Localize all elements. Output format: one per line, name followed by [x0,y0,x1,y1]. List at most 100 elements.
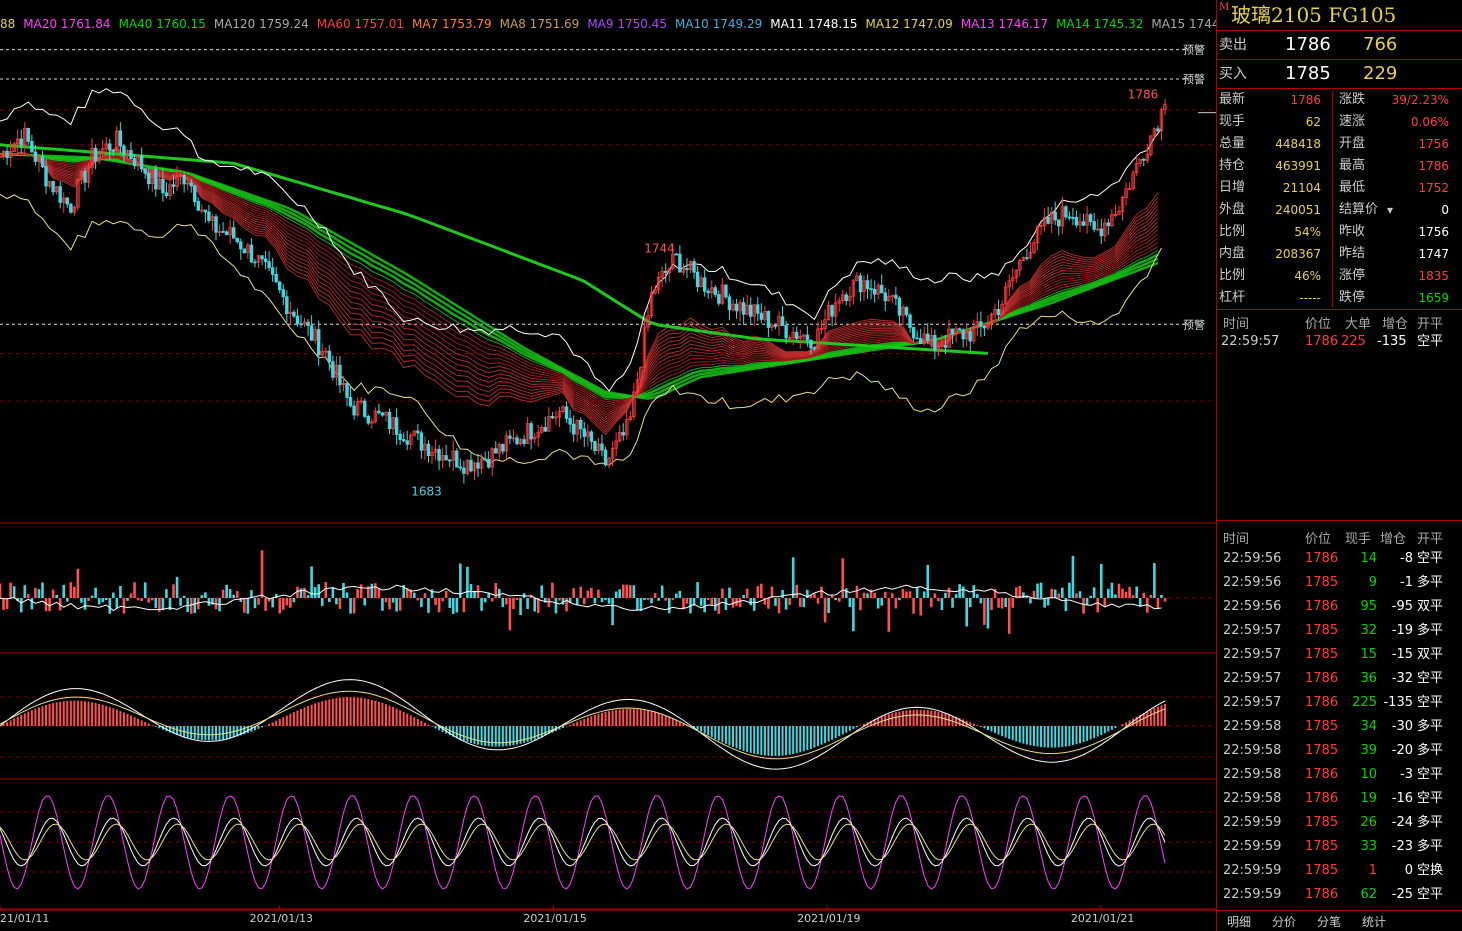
candle-body [607,457,611,466]
tick-row[interactable]: 22:59:58 1786 10 -3 空平 [1217,763,1462,787]
volume-bar [455,598,459,613]
tick-row[interactable]: 22:59:56 1786 14 -8 空平 [1217,547,1462,571]
macd-bar [824,726,827,744]
stats-row: 外盘 240051 结算价 ▾ 0 [1217,199,1462,221]
tick-row[interactable]: 22:59:57 1786 36 -32 空平 [1217,667,1462,691]
candle-body [950,328,955,335]
volume-bar [565,598,568,612]
volume-bar [129,593,133,598]
volume-bar [905,591,908,598]
cell-oc: 多平 [1417,815,1444,830]
candle-body [727,296,732,311]
volume-bar [480,598,483,611]
volume-bar [540,585,544,598]
macd-bar [1001,726,1004,737]
macd-bar [661,714,664,726]
chart-area[interactable]: 预警 预警 预警 1786 1744 1683 21/01/11 2021/01/13 2021… [0,0,1239,925]
big-trade-row[interactable]: 22:59:57 1786 225 -135 空平 [1217,330,1462,354]
candle-body [617,432,622,442]
ma-legend-item: 88 [0,17,16,31]
macd-bar [583,718,586,726]
candle-body [334,364,339,378]
dropdown-arrow-icon[interactable]: ▾ [1387,203,1394,217]
volume-bar [1163,598,1167,602]
volume-bar [901,589,905,598]
candle-body [589,431,594,442]
macd-bar [1156,706,1159,726]
candle-body [462,467,466,474]
volume-bar [682,598,685,610]
volume-bar [713,598,717,611]
tab-0[interactable]: 明细 [1227,915,1252,929]
macd-bar [151,725,154,726]
volume-bar [108,598,112,614]
tick-list[interactable]: 时间 价位 现手 增仓 开平 22:59:56 1786 14 -8 空平 22:59:56 1785… [1217,525,1462,910]
column-header: 时间 [1223,317,1250,332]
macd-bar [59,701,62,726]
tick-row[interactable]: 22:59:59 1786 62 -25 空平 [1217,883,1462,907]
candle-body [19,138,23,146]
candle-body [1025,257,1029,260]
macd-bar [1093,726,1096,739]
volume-bar [862,592,866,598]
macd-bar [806,726,809,751]
volume-bar [986,598,990,629]
stat-label: 最高 [1339,158,1366,173]
candle-body [62,197,66,203]
macd-bar [933,711,936,726]
tick-row[interactable]: 22:59:59 1785 1 0 空换 [1217,859,1462,883]
macd-bar [1107,726,1110,732]
macd-bar [218,726,221,740]
tick-row[interactable]: 22:59:59 1785 33 -23 多平 [1217,835,1462,859]
macd-bar [83,701,86,726]
stat-label: 最低 [1339,180,1366,195]
instrument-title[interactable]: M 玻璃2105 FG105 [1217,0,1462,31]
macd-bar [445,726,448,734]
volume-bar [1085,598,1089,605]
macd-bar [572,723,575,726]
macd-bar [76,700,79,726]
macd-bar [1121,724,1124,726]
candle-body [826,305,831,321]
volume-bar [83,598,87,610]
tick-row[interactable]: 22:59:56 1786 95 -95 双平 [1217,595,1462,619]
tick-row[interactable]: 22:59:56 1785 9 -1 多平 [1217,571,1462,595]
cell-time: 22:59:57 [1221,334,1280,349]
candle-body [575,419,579,435]
tick-row[interactable]: 22:59:59 1785 26 -24 多平 [1217,811,1462,835]
candle-body [731,303,735,311]
tick-row[interactable]: 22:59:58 1785 34 -30 多平 [1217,715,1462,739]
stat-value: ----- [1299,291,1321,305]
tab-1[interactable]: 分价 [1272,915,1297,929]
cell-chg: -24 [1391,815,1413,830]
volume-bar [413,592,416,598]
macd-bar [533,726,536,740]
price-annotation: 1786 [1128,88,1159,102]
stat-label: 跌停 [1339,290,1366,305]
volume-bar [303,587,306,598]
tick-row[interactable]: 22:59:57 1785 32 -19 多平 [1217,619,1462,643]
ask-row[interactable]: 卖出 1786 766 [1217,31,1462,60]
tick-row[interactable]: 22:59:57 1785 15 -15 双平 [1217,643,1462,667]
tab-2[interactable]: 分笔 [1317,915,1342,929]
macd-bar [20,714,23,726]
candle-body [915,337,919,340]
bid-row[interactable]: 买入 1785 229 [1217,60,1462,89]
tick-row[interactable]: 22:59:57 1786 225 -135 空平 [1217,691,1462,715]
cell-chg: -1 [1400,575,1413,590]
tick-row[interactable]: 22:59:58 1785 39 -20 多平 [1217,739,1462,763]
macd-bar [707,726,710,736]
volume-bar [466,566,469,598]
candle-body [465,459,470,474]
tab-3[interactable]: 统计 [1362,915,1387,929]
candle-body [1110,214,1114,227]
volume-bar [356,589,359,598]
candle-body [763,311,767,320]
macd-bar [317,702,320,726]
macd-bar [710,726,713,738]
macd-bar [1149,709,1152,726]
tick-row[interactable]: 22:59:58 1786 19 -16 空平 [1217,787,1462,811]
macd-bar [1004,726,1007,738]
stat-value: 463991 [1275,159,1321,173]
